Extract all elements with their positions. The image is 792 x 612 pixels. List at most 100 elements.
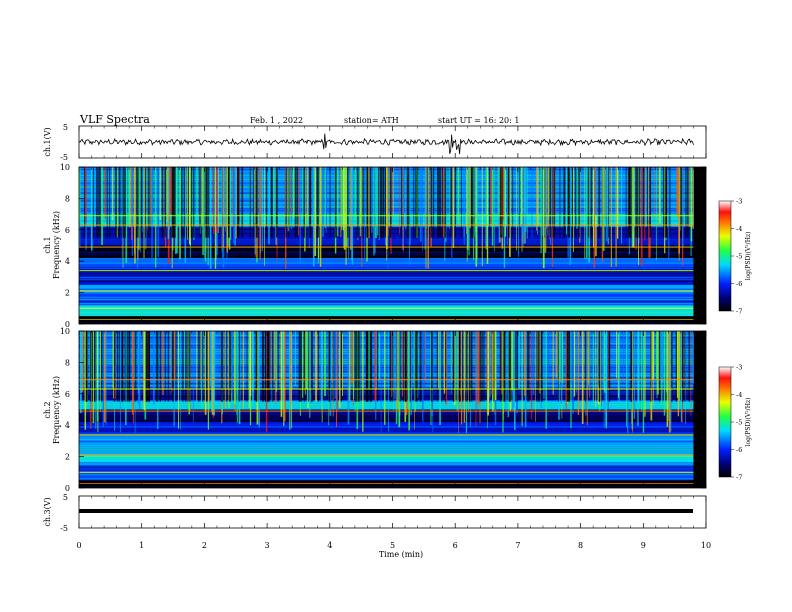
spectrogram-burst bbox=[377, 167, 379, 236]
spectrogram-gap bbox=[399, 331, 401, 402]
spectrogram-streak bbox=[79, 305, 694, 307]
spectrogram-gap bbox=[512, 167, 514, 238]
spectrogram-burst bbox=[207, 331, 210, 430]
spectrogram-gap bbox=[384, 167, 387, 238]
spectrogram-burst bbox=[653, 167, 655, 220]
spectrogram-burst bbox=[565, 331, 567, 409]
spectrogram-streak bbox=[79, 405, 694, 407]
spectrogram-streak bbox=[79, 309, 694, 311]
spectrogram-burst bbox=[176, 167, 178, 254]
ch2-colorbar-gradient bbox=[718, 366, 732, 478]
spectrogram-streak bbox=[79, 266, 694, 269]
spectrogram-gap bbox=[540, 331, 542, 402]
ch2-colorbar: -3 -4 -5 -6 -7 log(PSD)(V²/Hz) bbox=[718, 364, 752, 482]
spectrogram-gap bbox=[157, 331, 159, 402]
spectrogram-burst bbox=[405, 167, 407, 230]
spectrogram-gap bbox=[106, 167, 108, 238]
spectrogram-gap bbox=[101, 331, 103, 402]
spectrogram-burst bbox=[332, 331, 334, 417]
spectrogram-burst bbox=[450, 331, 452, 394]
spectrogram-gap bbox=[382, 167, 385, 238]
spectrogram-gap bbox=[185, 331, 187, 402]
spectrogram-burst bbox=[283, 331, 285, 427]
spectrogram-streak bbox=[79, 349, 694, 351]
spectrogram-burst bbox=[260, 167, 262, 225]
spectrogram-gap bbox=[568, 331, 570, 402]
spectrogram-burst bbox=[552, 331, 554, 395]
spectrogram-burst bbox=[427, 167, 429, 269]
spectrogram-burst bbox=[417, 331, 419, 381]
ch2-colorbar-ticks: -3 -4 -5 -6 -7 bbox=[731, 364, 742, 482]
spectrogram-gap bbox=[296, 167, 298, 238]
ch3-waveform-trace bbox=[79, 509, 693, 513]
spectrogram-gap bbox=[255, 331, 257, 402]
spectrogram-burst bbox=[466, 167, 468, 234]
spectrogram-burst bbox=[466, 167, 468, 262]
spectrogram-burst bbox=[233, 167, 235, 245]
spectrogram-burst bbox=[678, 167, 681, 254]
spectrogram-baseline bbox=[79, 480, 694, 483]
spectrogram-burst bbox=[232, 167, 234, 227]
spectrogram-gap bbox=[400, 167, 403, 238]
spectrogram-burst bbox=[521, 331, 523, 427]
spectrogram-gap bbox=[225, 331, 227, 402]
spectrogram-gap bbox=[84, 167, 86, 238]
ch1-ylabel-channel: ch.1 bbox=[43, 236, 52, 253]
spectrogram-streak bbox=[79, 422, 694, 424]
spectrogram-burst bbox=[460, 331, 463, 425]
spectrogram-gap bbox=[167, 331, 169, 402]
spectrogram-gap bbox=[238, 331, 241, 402]
spectrogram-burst bbox=[560, 331, 562, 404]
spectrogram-streak bbox=[79, 345, 694, 347]
spectrogram-gap bbox=[631, 331, 633, 402]
spectrogram-burst bbox=[678, 331, 681, 401]
spectrogram-line bbox=[79, 482, 694, 484]
spectrogram-burst bbox=[497, 167, 500, 221]
ch1-trace-line bbox=[78, 133, 694, 155]
spectrogram-streak bbox=[79, 274, 694, 277]
spectrogram-burst bbox=[422, 167, 423, 251]
spectrogram-burst bbox=[291, 167, 292, 216]
spectrogram-burst bbox=[573, 331, 576, 397]
spectrogram-streak bbox=[79, 377, 694, 379]
ch1-ytick-top: 5 bbox=[63, 123, 68, 132]
spectrogram-burst bbox=[669, 331, 672, 432]
spectrogram-gap bbox=[115, 167, 117, 238]
spectrogram-burst bbox=[187, 167, 188, 226]
spectrogram-burst bbox=[605, 331, 608, 427]
spectrogram-burst bbox=[547, 167, 549, 236]
spectrogram-burst bbox=[680, 331, 683, 422]
spectrogram-burst bbox=[302, 331, 304, 398]
spectrogram-gap bbox=[135, 167, 137, 238]
y-tick-label: 10 bbox=[60, 327, 70, 336]
spectrogram-gap bbox=[308, 331, 310, 402]
spectrogram-gap bbox=[220, 331, 223, 402]
spectrogram-line bbox=[79, 434, 694, 436]
spectrogram-burst bbox=[386, 167, 387, 261]
spectrogram-gap bbox=[149, 167, 151, 238]
spectrogram-gap bbox=[92, 331, 94, 402]
spectrogram-burst bbox=[477, 331, 480, 405]
spectrogram-burst bbox=[505, 331, 507, 411]
spectrogram-burst bbox=[208, 331, 211, 403]
spectrogram-burst bbox=[264, 167, 265, 266]
spectrogram-burst bbox=[589, 331, 591, 398]
spectrogram-streak bbox=[79, 280, 694, 283]
spectrogram-burst bbox=[601, 331, 602, 407]
spectrogram-burst bbox=[666, 331, 669, 427]
spectrogram-streak bbox=[79, 476, 694, 478]
spectrogram-burst bbox=[375, 167, 377, 238]
spectrogram-burst bbox=[339, 331, 341, 408]
spectrogram-gap bbox=[310, 331, 313, 402]
spectrogram-burst bbox=[354, 167, 357, 221]
spectrogram-gap bbox=[172, 167, 175, 238]
spectrogram-gap bbox=[508, 167, 510, 238]
spectrogram-gap bbox=[270, 167, 273, 238]
spectrogram-gap bbox=[608, 167, 609, 238]
spectrogram-burst bbox=[577, 331, 580, 415]
spectrogram-streak bbox=[79, 282, 694, 284]
spectrogram-burst bbox=[128, 167, 130, 225]
spectrogram-gap bbox=[354, 331, 357, 402]
spectrogram-burst bbox=[362, 331, 364, 432]
spectrogram-burst bbox=[129, 167, 131, 228]
